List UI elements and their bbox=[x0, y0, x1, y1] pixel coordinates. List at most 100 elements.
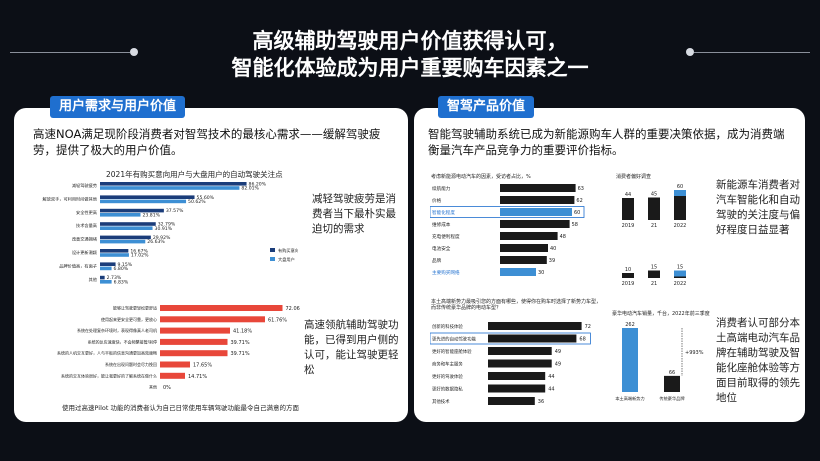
chart2-bar bbox=[160, 372, 186, 379]
chart1-value: 9.15% bbox=[118, 262, 133, 268]
chart1-value: 2.73% bbox=[107, 275, 122, 281]
chart2-value: 39.71% bbox=[231, 351, 250, 357]
chart3-bar bbox=[500, 244, 548, 252]
chart1-note: 减轻驾驶疲劳是消费者当下最朴实最迫切的需求 bbox=[312, 193, 396, 235]
chart4a-value: 60 bbox=[677, 184, 683, 190]
chart2-value: 39.71% bbox=[231, 340, 250, 346]
chart5-category: 更好的驾驶体验 bbox=[432, 373, 463, 380]
chart3-bar bbox=[500, 208, 572, 216]
chart1-category: 其他 bbox=[89, 276, 98, 283]
chart1-value: 55.60% bbox=[197, 195, 215, 201]
chart1-bar bbox=[100, 253, 129, 257]
chart4b-value: 15 bbox=[677, 265, 683, 271]
chart1-category: 技术含量高 bbox=[76, 222, 97, 229]
chart4-svg: 44 2019 45 21 60 2022 10 2019 15 21 15 2022 bbox=[622, 184, 687, 287]
chart4a-bar-accent bbox=[674, 190, 686, 196]
left-panel bbox=[14, 108, 408, 422]
right-tag: 智驾产品价值 bbox=[438, 96, 535, 118]
chart4a-value: 45 bbox=[651, 192, 657, 198]
chart3-value: 58 bbox=[572, 222, 578, 228]
chart5-bar bbox=[488, 384, 546, 393]
chart4b-value: 15 bbox=[651, 265, 657, 271]
mc3-title: 豪华电动汽车销量，千台，2022年前三季度 bbox=[612, 311, 710, 317]
chart6-value: 66 bbox=[669, 370, 675, 376]
chart5-value: 49 bbox=[555, 362, 561, 368]
chart3-bar bbox=[500, 268, 536, 276]
chart3-value: 63 bbox=[578, 186, 584, 192]
chart6-svg: 262 本土高端新势力 66 传统豪华品牌 +993% bbox=[615, 322, 704, 402]
chart1-legend-swatch bbox=[270, 248, 275, 252]
chart4b-category: 2019 bbox=[622, 281, 635, 287]
chart6-bar bbox=[622, 328, 638, 392]
chart1-value: 6.83% bbox=[114, 279, 129, 285]
chart6-value: 262 bbox=[625, 322, 635, 328]
chart5-category: 更好的智能座舱体验 bbox=[432, 348, 472, 355]
chart5-value: 49 bbox=[555, 349, 561, 355]
chart5-bar bbox=[488, 322, 582, 330]
chart6-category: 本土高端新势力 bbox=[615, 395, 644, 402]
chart4b-value: 10 bbox=[625, 267, 631, 273]
chart2-bar bbox=[160, 361, 191, 368]
chart1-category: 品牌价值高，有面子 bbox=[59, 262, 97, 269]
chart3-bar bbox=[500, 196, 575, 204]
chart2-value: 61.76% bbox=[268, 317, 287, 323]
chart4b-category: 21 bbox=[651, 281, 657, 287]
chart2-category: 系统的交互体验很好，能让我更好的了解系统在做什么 bbox=[61, 372, 157, 378]
chart1-value: 32.79% bbox=[158, 222, 176, 228]
chart4a-bar bbox=[674, 190, 686, 220]
chart2-bar bbox=[160, 350, 228, 357]
chart5-category: 创新的科技体验 bbox=[432, 323, 463, 330]
chart5-category: 更先进的自动驾驶功能 bbox=[432, 336, 477, 343]
chart5-highlight-box bbox=[430, 332, 591, 345]
chart2-category: 系统在处理复杂环境时，表现得像真人老司机 bbox=[77, 327, 157, 333]
left-tag: 用户需求与用户价值 bbox=[50, 96, 186, 118]
chart1-bar bbox=[100, 199, 187, 204]
chart1-bar bbox=[100, 186, 240, 190]
right-note2: 消费者认可部分本土高端电动汽车品牌在辅助驾驶及智能化座舱体验等方面目前取得的领先… bbox=[716, 317, 800, 404]
chart1-category: 安全性更高 bbox=[76, 209, 97, 216]
chart2-bar bbox=[160, 327, 231, 334]
chart1-value: 17.02% bbox=[131, 253, 149, 259]
chart4b-bar bbox=[622, 273, 634, 278]
chart1-legend-label: 有购买意向用户 bbox=[278, 247, 298, 254]
chart5-bar bbox=[488, 397, 535, 405]
chart3-bar bbox=[500, 220, 570, 228]
chart5-category: 更好的数据隐私 bbox=[432, 386, 463, 393]
chart3-category: 充电便利程度 bbox=[432, 233, 460, 240]
chart1-bar bbox=[100, 182, 247, 186]
chart5-value: 44 bbox=[548, 387, 554, 393]
chart4a-bar bbox=[648, 197, 660, 220]
chart1-bar bbox=[100, 195, 195, 199]
chart3-highlight-box bbox=[430, 206, 585, 218]
chart1-bar bbox=[100, 280, 112, 284]
chart6-growth-label: +993% bbox=[685, 350, 704, 356]
chart2-svg: 能够让驾驶更轻松更舒适 72.06% 使用起来更安全更可靠，更放心 61.76% 系统在… bbox=[57, 305, 300, 392]
chart1-category: 设计更新潮颖 bbox=[72, 249, 97, 256]
chart2-value: 17.65% bbox=[193, 363, 212, 369]
chart1-bar bbox=[100, 262, 116, 266]
chart3-value: 40 bbox=[550, 246, 556, 252]
chart1-bar bbox=[100, 222, 156, 226]
page-title-line2: 智能化体验成为用户重要购车因素之一 bbox=[231, 56, 589, 80]
chart1-bar bbox=[100, 213, 141, 217]
chart3-category: 智能化程度 bbox=[432, 209, 455, 216]
chart5-value: 68 bbox=[579, 337, 585, 343]
chart2-category: 使用起来更安全更可靠，更放心 bbox=[101, 316, 157, 322]
chart1-value: 16.67% bbox=[130, 248, 148, 254]
chart3-value: 62 bbox=[576, 198, 582, 204]
chart1-bar bbox=[100, 226, 153, 230]
chart3-value: 60 bbox=[574, 210, 580, 216]
chart3-category: 续航能力 bbox=[432, 185, 451, 192]
chart1-value: 82.01% bbox=[241, 186, 259, 192]
chart4a-value: 44 bbox=[625, 192, 631, 198]
chart3-category: 价格 bbox=[432, 197, 442, 204]
chart5-value: 44 bbox=[548, 374, 554, 380]
left-description: 高速NOA满足现阶段消费者对智驾技术的最核心需求——缓解驾驶疲劳，提供了极大的用… bbox=[33, 127, 381, 157]
mc1-title: 考虑新能源电动汽车的因素，受访者占比，% bbox=[431, 174, 531, 180]
right-note1: 新能源车消费者对汽车智能化和自动驾驶的关注度与偏好程度日益显著 bbox=[716, 179, 800, 236]
chart2-value: 0% bbox=[163, 385, 171, 391]
chart4b-bar-accent bbox=[674, 270, 686, 277]
chart3-category: 维修成本 bbox=[432, 221, 451, 228]
chart4b-bar bbox=[648, 270, 660, 278]
chart1-value: 50.62% bbox=[188, 199, 206, 205]
